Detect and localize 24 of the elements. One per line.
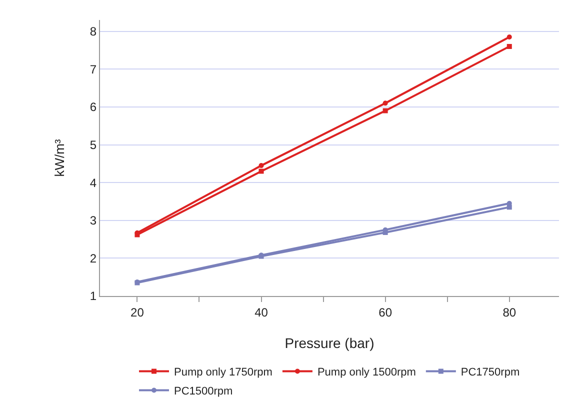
point [506,44,512,49]
x-tick-label: 60 [378,305,392,320]
legend-label: Pump only 1500rpm [317,366,416,379]
legend-label: PC1500rpm [174,386,233,398]
y-tick-label: 6 [90,100,97,114]
legend-label: Pump only 1750rpm [174,366,272,379]
x-axis-title: Pressure (bar) [284,335,374,351]
x-tick-label: 20 [130,305,144,320]
legend-label: PC1750rpm [460,366,520,379]
x-tick-label: 80 [502,305,516,320]
y-tick-label: 8 [90,24,97,39]
y-tick-label: 5 [90,138,97,152]
y-tick-label: 1 [90,289,97,304]
x-tick-label: 40 [254,305,268,320]
point [382,108,388,114]
point [258,163,264,168]
point [382,100,388,106]
y-tick-label: 3 [90,214,97,228]
y-tick-label: 4 [90,176,97,190]
y-tick-label: 7 [90,62,97,76]
point [258,168,264,174]
point [506,34,512,40]
y-tick-label: 2 [90,251,97,266]
y-axis-title: kW/m³ [52,138,67,177]
